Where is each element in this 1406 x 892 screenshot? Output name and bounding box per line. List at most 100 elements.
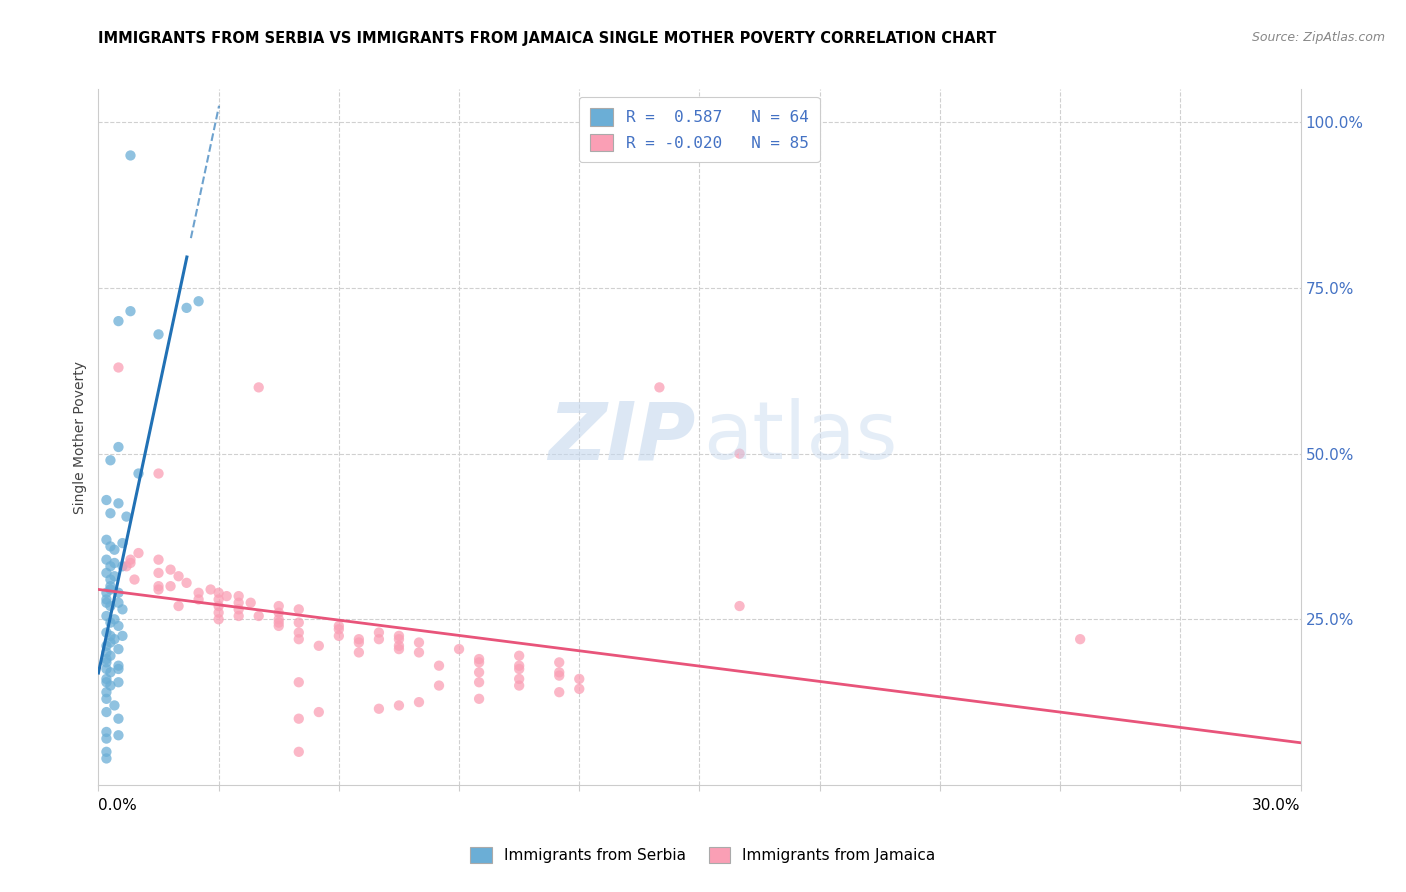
Point: [107, 675, 129, 690]
Point: [111, 559, 134, 574]
Point: [100, 453, 122, 467]
Point: [548, 668, 571, 682]
Point: [468, 652, 491, 666]
Point: [288, 675, 311, 690]
Point: [96, 586, 118, 600]
Point: [427, 679, 450, 693]
Point: [148, 327, 170, 342]
Point: [107, 712, 129, 726]
Point: [96, 745, 118, 759]
Point: [96, 625, 118, 640]
Point: [103, 556, 125, 570]
Point: [228, 589, 250, 603]
Point: [548, 656, 571, 670]
Point: [239, 596, 262, 610]
Point: [100, 582, 122, 597]
Point: [96, 552, 118, 566]
Point: [96, 705, 118, 719]
Point: [107, 586, 129, 600]
Point: [96, 639, 118, 653]
Point: [96, 566, 118, 580]
Point: [100, 648, 122, 663]
Point: [115, 509, 138, 524]
Point: [568, 672, 591, 686]
Point: [103, 698, 125, 713]
Point: [208, 599, 231, 613]
Point: [100, 599, 122, 613]
Point: [120, 304, 142, 318]
Point: [328, 629, 350, 643]
Point: [120, 148, 142, 162]
Point: [288, 712, 311, 726]
Text: ZIP: ZIP: [548, 398, 696, 476]
Point: [96, 533, 118, 547]
Point: [107, 728, 129, 742]
Point: [103, 542, 125, 557]
Point: [508, 679, 530, 693]
Point: [120, 556, 142, 570]
Point: [468, 656, 491, 670]
Point: [100, 665, 122, 680]
Point: [308, 639, 330, 653]
Text: 30.0%: 30.0%: [1253, 798, 1301, 814]
Point: [96, 725, 118, 739]
Point: [100, 579, 122, 593]
Point: [111, 536, 134, 550]
Point: [103, 632, 125, 647]
Point: [347, 632, 370, 647]
Point: [100, 573, 122, 587]
Point: [148, 467, 170, 481]
Point: [148, 566, 170, 580]
Point: [208, 586, 231, 600]
Point: [215, 589, 238, 603]
Point: [107, 496, 129, 510]
Y-axis label: Single Mother Poverty: Single Mother Poverty: [73, 360, 87, 514]
Point: [508, 648, 530, 663]
Point: [111, 629, 134, 643]
Point: [208, 606, 231, 620]
Point: [107, 596, 129, 610]
Point: [208, 592, 231, 607]
Point: [96, 691, 118, 706]
Point: [148, 579, 170, 593]
Point: [247, 609, 270, 624]
Point: [208, 612, 231, 626]
Point: [308, 705, 330, 719]
Point: [427, 658, 450, 673]
Point: [288, 745, 311, 759]
Point: [368, 625, 391, 640]
Text: IMMIGRANTS FROM SERBIA VS IMMIGRANTS FROM JAMAICA SINGLE MOTHER POVERTY CORRELAT: IMMIGRANTS FROM SERBIA VS IMMIGRANTS FRO…: [98, 31, 997, 46]
Point: [328, 622, 350, 636]
Point: [148, 582, 170, 597]
Point: [111, 602, 134, 616]
Point: [96, 731, 118, 746]
Point: [1069, 632, 1091, 647]
Point: [267, 619, 290, 633]
Point: [167, 599, 190, 613]
Point: [96, 609, 118, 624]
Point: [96, 596, 118, 610]
Point: [100, 506, 122, 520]
Point: [288, 602, 311, 616]
Point: [103, 612, 125, 626]
Point: [96, 751, 118, 765]
Point: [508, 662, 530, 676]
Point: [267, 615, 290, 630]
Point: [247, 380, 270, 394]
Point: [388, 632, 411, 647]
Point: [408, 695, 430, 709]
Point: [728, 447, 751, 461]
Point: [107, 658, 129, 673]
Point: [187, 294, 209, 309]
Point: [124, 573, 146, 587]
Point: [408, 645, 430, 659]
Point: [328, 619, 350, 633]
Point: [107, 314, 129, 328]
Point: [228, 609, 250, 624]
Point: [187, 592, 209, 607]
Point: [388, 642, 411, 657]
Point: [148, 552, 170, 566]
Point: [107, 642, 129, 657]
Point: [288, 615, 311, 630]
Point: [648, 380, 671, 394]
